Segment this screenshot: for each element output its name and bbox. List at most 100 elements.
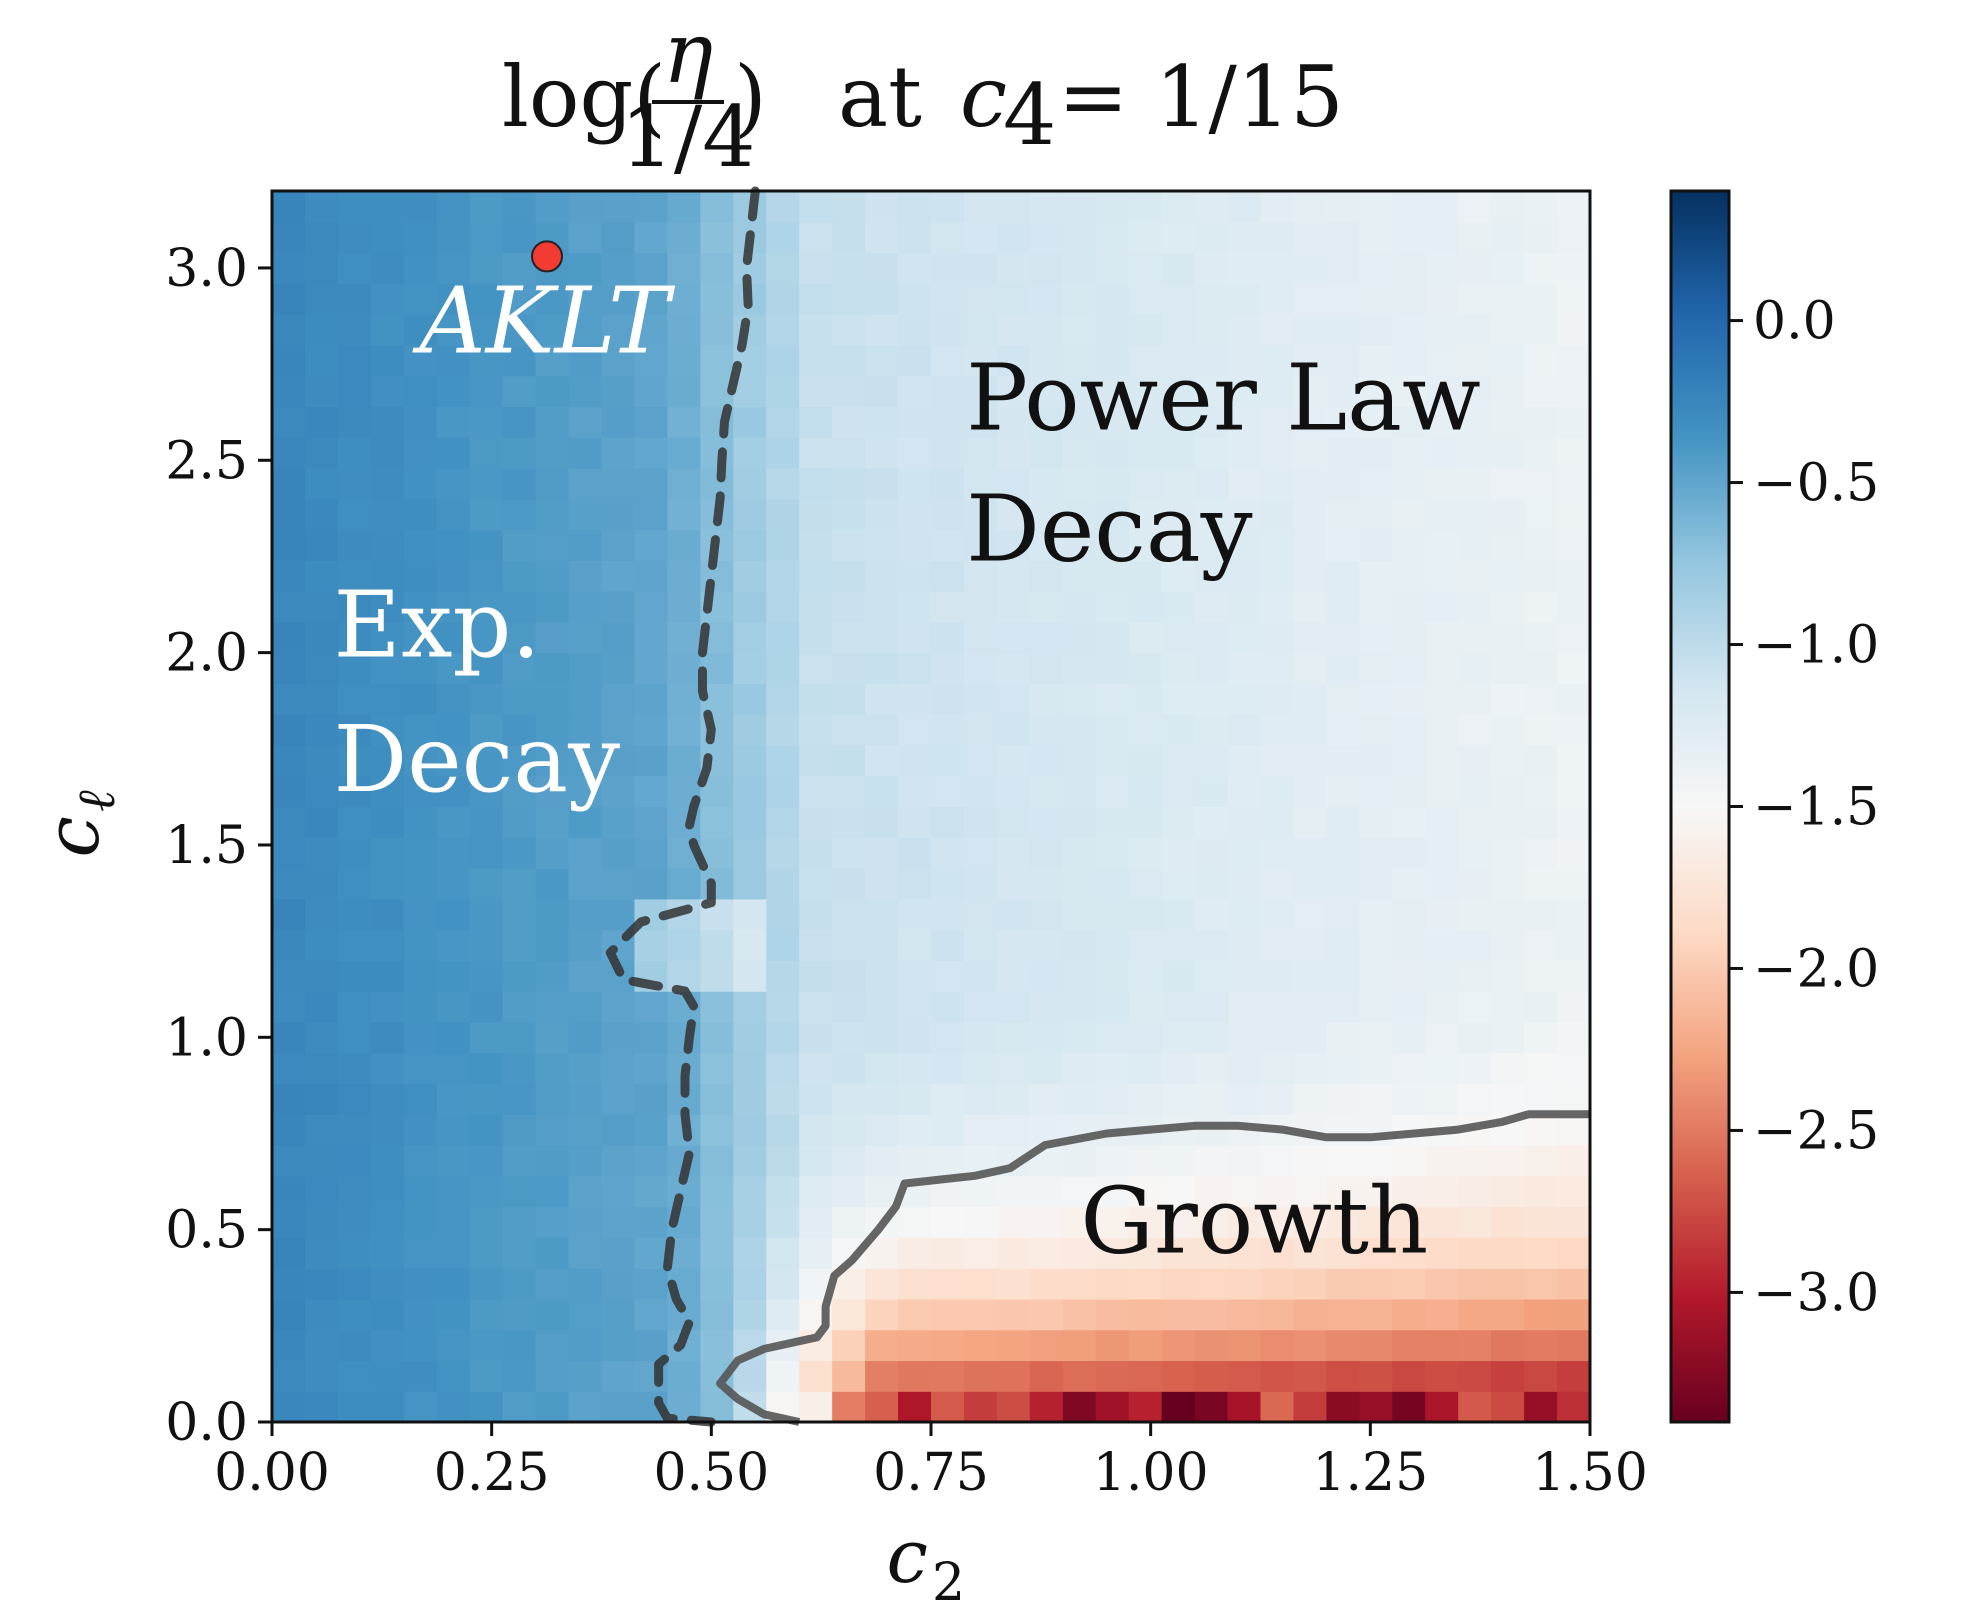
heatmap-cell	[1326, 1329, 1360, 1362]
heatmap-cell	[403, 560, 438, 592]
heatmap-cell	[1557, 991, 1591, 1023]
heatmap-cell	[1359, 806, 1393, 838]
heatmap-cell	[1029, 1175, 1064, 1208]
heatmap-cell	[865, 1298, 899, 1331]
heatmap-cell	[931, 652, 965, 684]
heatmap-cell	[1326, 714, 1360, 746]
colorbar-tick-label: −2.0	[1753, 939, 1879, 999]
heatmap-cell	[601, 283, 636, 315]
heatmap-cell	[700, 283, 734, 315]
heatmap-cell	[535, 898, 570, 931]
heatmap-cell	[272, 344, 306, 377]
heatmap-cell	[766, 191, 800, 223]
heatmap-cell	[1062, 806, 1097, 838]
heatmap-cell	[1359, 1083, 1393, 1115]
heatmap-cell	[1392, 1052, 1426, 1085]
heatmap-cell	[832, 775, 866, 808]
heatmap-cell	[1458, 560, 1492, 592]
heatmap-cell	[1491, 1237, 1525, 1269]
heatmap-cell	[370, 252, 405, 284]
heatmap-cell	[436, 1021, 471, 1054]
heatmap-cell	[898, 375, 932, 408]
heatmap-cell	[1095, 221, 1130, 254]
heatmap-cell	[601, 744, 636, 777]
heatmap-cell	[1326, 283, 1360, 315]
heatmap-cell	[370, 1360, 405, 1392]
heatmap-cell	[799, 437, 833, 469]
heatmap-cell	[601, 868, 636, 900]
heatmap-cell	[1458, 1175, 1492, 1208]
heatmap-cell	[1293, 437, 1327, 469]
heatmap-cell	[1392, 1237, 1426, 1269]
heatmap-cell	[1095, 437, 1130, 469]
heatmap-cell	[1260, 591, 1295, 623]
solid-boundary-line	[716, 1110, 1590, 1426]
heatmap-cell	[403, 652, 438, 684]
heatmap-cell	[1392, 683, 1426, 715]
heatmap-cell	[403, 714, 438, 746]
heatmap-cell	[601, 344, 636, 377]
heatmap-cell	[766, 375, 800, 408]
heatmap-cell	[1524, 652, 1558, 684]
y-tick-label: 0.0	[165, 1393, 248, 1453]
heatmap-cell	[733, 437, 767, 469]
heatmap-cell	[865, 344, 899, 377]
heatmap-cell	[272, 1298, 306, 1331]
heatmap-cell	[304, 929, 339, 961]
heatmap-cell	[403, 1052, 438, 1085]
heatmap-cell	[1425, 1237, 1459, 1269]
heatmap-cell	[1359, 1021, 1393, 1054]
heatmap-cell	[1491, 467, 1525, 500]
heatmap-cell	[403, 1083, 438, 1115]
heatmap-cell	[469, 714, 504, 746]
heatmap-cell	[1062, 344, 1097, 377]
heatmap-cells	[272, 191, 1591, 1423]
heatmap-cell	[1359, 252, 1393, 284]
heatmap-cell	[667, 344, 701, 377]
heatmap-cell	[1524, 929, 1558, 961]
heatmap-cell	[1161, 929, 1196, 961]
heatmap-cell	[865, 437, 899, 469]
heatmap-cell	[1095, 960, 1130, 992]
heatmap-cell	[996, 314, 1031, 346]
heatmap-cell	[733, 1360, 767, 1392]
heatmap-cell	[799, 1052, 833, 1085]
heatmap-cell	[337, 991, 372, 1023]
heatmap-cell	[1194, 221, 1229, 254]
heatmap-cell	[1095, 1083, 1130, 1115]
heatmap-cell	[502, 1329, 537, 1362]
heatmap-cell	[1326, 1360, 1360, 1392]
heatmap-cell	[799, 283, 833, 315]
heatmap-cell	[1194, 621, 1229, 654]
heatmap-cell	[1359, 1391, 1393, 1423]
heatmap-cell	[996, 344, 1031, 377]
heatmap-cell	[535, 1114, 570, 1146]
heatmap-cell	[799, 652, 833, 684]
heatmap-cell	[436, 1298, 471, 1331]
heatmap-cell	[601, 375, 636, 408]
heatmap-cell	[502, 1206, 537, 1238]
heatmap-cell	[1491, 1175, 1525, 1208]
heatmap-cell	[272, 1052, 306, 1085]
heatmap-cell	[1029, 529, 1064, 561]
heatmap-cell	[1062, 560, 1097, 592]
heatmap-cell	[568, 1391, 603, 1423]
heatmap-cell	[1491, 898, 1525, 931]
heatmap-cell	[898, 621, 932, 654]
heatmap-cell	[733, 898, 767, 931]
heatmap-cell	[1425, 744, 1459, 777]
heatmap-cell	[272, 1237, 306, 1269]
heatmap-cell	[733, 806, 767, 838]
heatmap-cell	[502, 868, 537, 900]
heatmap-cell	[766, 221, 800, 254]
heatmap-cell	[1524, 837, 1558, 869]
heatmap-cell	[502, 806, 537, 838]
heatmap-cell	[1425, 1329, 1459, 1362]
heatmap-cell	[1194, 806, 1229, 838]
heatmap-cell	[1425, 960, 1459, 992]
heatmap-cell	[1128, 744, 1163, 777]
heatmap-cell	[700, 191, 734, 223]
heatmap-cell	[502, 1175, 537, 1208]
heatmap-cell	[963, 1298, 998, 1331]
heatmap-cell	[1095, 806, 1130, 838]
